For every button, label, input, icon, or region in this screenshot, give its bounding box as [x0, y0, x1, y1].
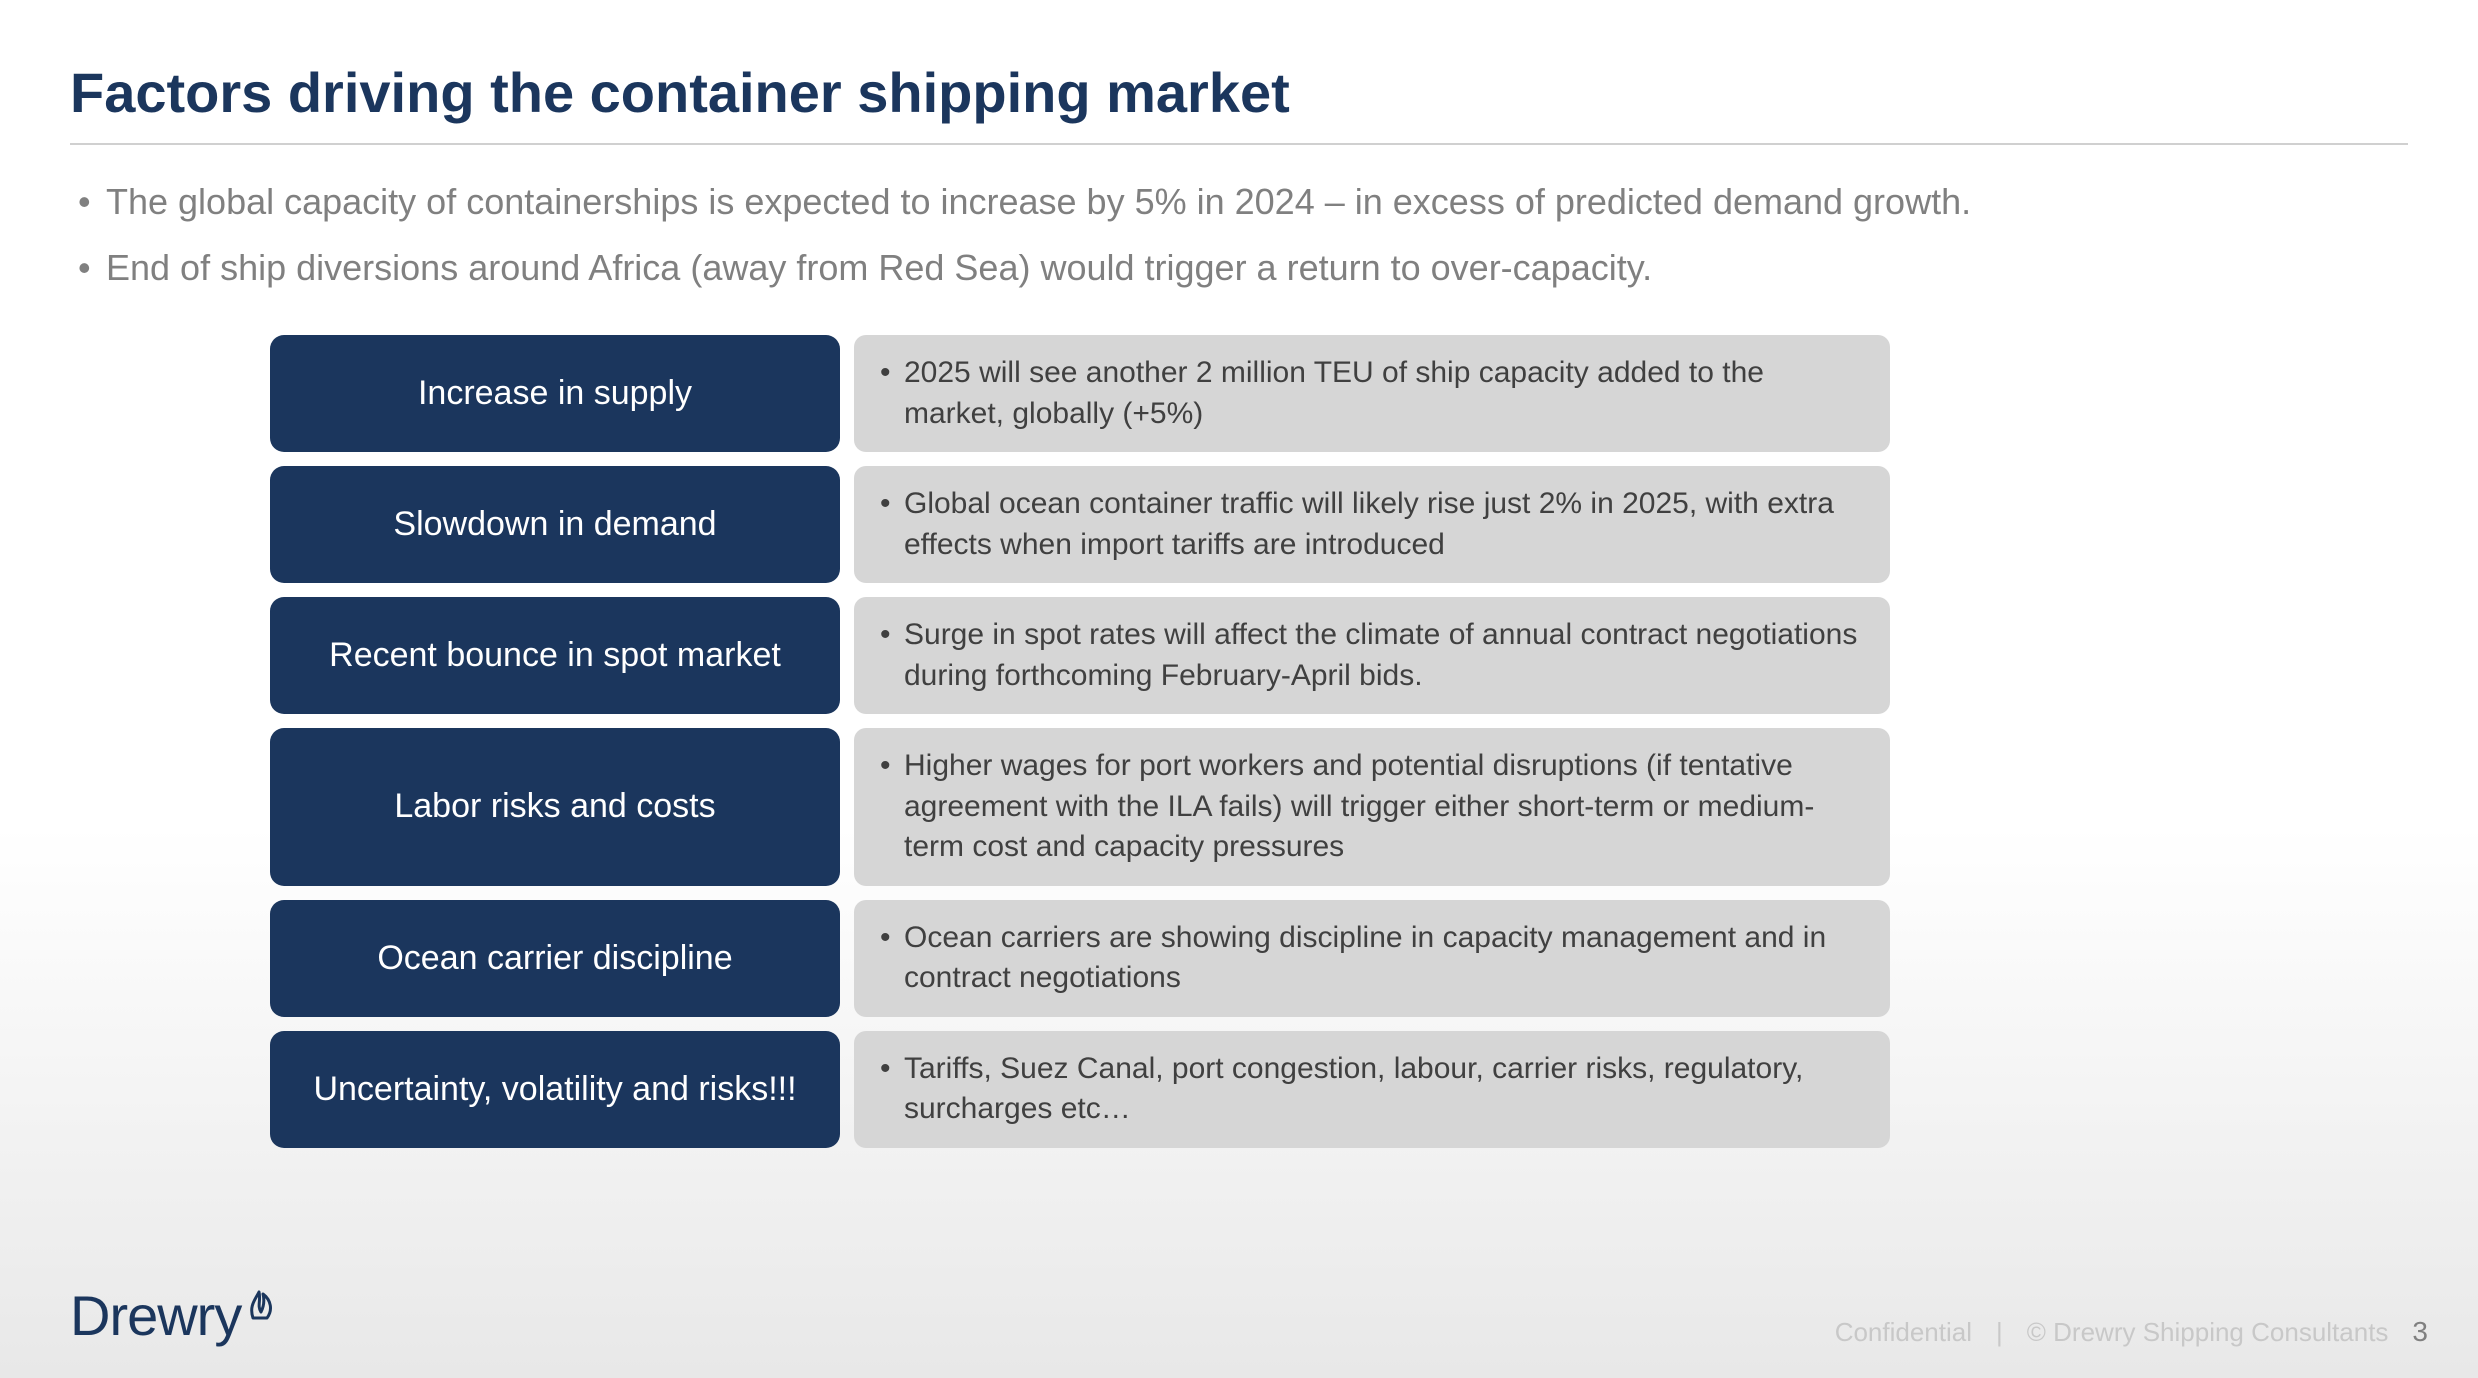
footer-right: Confidential | © Drewry Shipping Consult… [1835, 1316, 2428, 1348]
factor-label: Increase in supply [270, 335, 840, 452]
factor-label: Slowdown in demand [270, 466, 840, 583]
slide-footer: Drewry Confidential | © Drewry Shipping … [0, 1272, 2478, 1348]
page-number: 3 [2412, 1316, 2428, 1348]
slide-title: Factors driving the container shipping m… [70, 60, 2408, 125]
factor-description-text: Surge in spot rates will affect the clim… [874, 615, 1860, 696]
factor-label: Recent bounce in spot market [270, 597, 840, 714]
factor-description-text: 2025 will see another 2 million TEU of s… [874, 353, 1860, 434]
factor-row: Slowdown in demand Global ocean containe… [270, 466, 1890, 583]
factor-description: Ocean carriers are showing discipline in… [854, 900, 1890, 1017]
footer-divider: | [1996, 1317, 2003, 1348]
logo-text: Drewry [70, 1283, 241, 1348]
factor-label: Ocean carrier discipline [270, 900, 840, 1017]
factor-description-text: Tariffs, Suez Canal, port congestion, la… [874, 1049, 1860, 1130]
factor-description-text: Ocean carriers are showing discipline in… [874, 918, 1860, 999]
confidential-label: Confidential [1835, 1317, 1972, 1348]
factor-description: Surge in spot rates will affect the clim… [854, 597, 1890, 714]
factor-row: Increase in supply 2025 will see another… [270, 335, 1890, 452]
factor-description-text: Higher wages for port workers and potent… [874, 746, 1860, 868]
copyright-label: © Drewry Shipping Consultants [2027, 1317, 2389, 1348]
intro-bullet: End of ship diversions around Africa (aw… [70, 241, 2408, 295]
intro-bullets: The global capacity of containerships is… [70, 175, 2408, 295]
factor-row: Recent bounce in spot market Surge in sp… [270, 597, 1890, 714]
factor-row: Ocean carrier discipline Ocean carriers … [270, 900, 1890, 1017]
factor-description: Tariffs, Suez Canal, port congestion, la… [854, 1031, 1890, 1148]
factor-description-text: Global ocean container traffic will like… [874, 484, 1860, 565]
factor-label: Labor risks and costs [270, 728, 840, 886]
factor-row: Uncertainty, volatility and risks!!! Tar… [270, 1031, 1890, 1148]
factor-description: Higher wages for port workers and potent… [854, 728, 1890, 886]
factor-label: Uncertainty, volatility and risks!!! [270, 1031, 840, 1148]
factor-description: Global ocean container traffic will like… [854, 466, 1890, 583]
title-divider [70, 143, 2408, 145]
factors-table: Increase in supply 2025 will see another… [270, 335, 1890, 1148]
flame-icon [243, 1272, 279, 1320]
factor-row: Labor risks and costs Higher wages for p… [270, 728, 1890, 886]
intro-bullet: The global capacity of containerships is… [70, 175, 2408, 229]
drewry-logo: Drewry [70, 1272, 279, 1348]
factor-description: 2025 will see another 2 million TEU of s… [854, 335, 1890, 452]
slide: Factors driving the container shipping m… [0, 0, 2478, 1148]
